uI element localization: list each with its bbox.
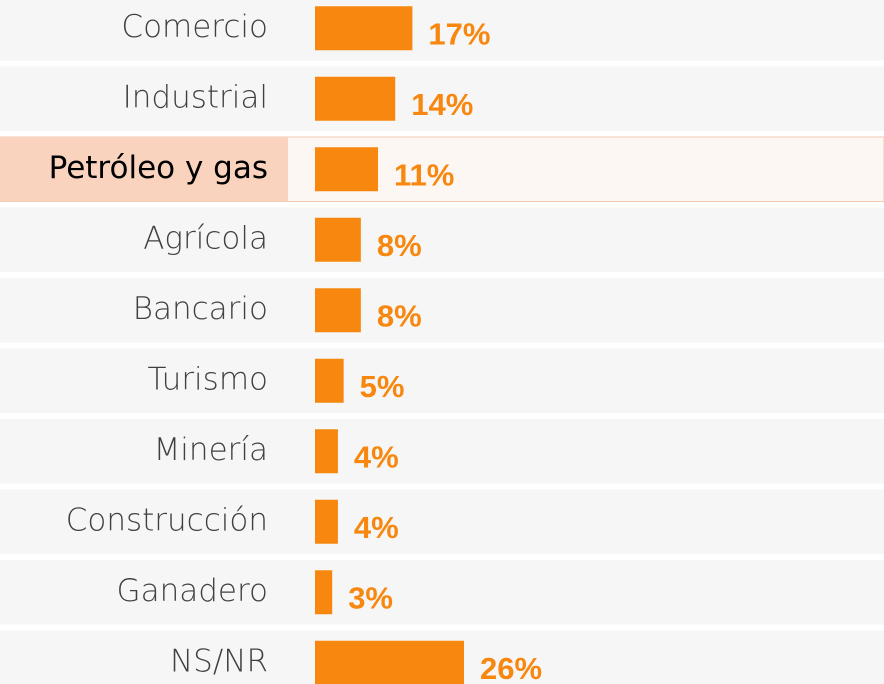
bar <box>315 288 361 333</box>
category-label: NS/NR <box>170 643 268 679</box>
category-label: Bancario <box>133 291 268 327</box>
row-background <box>0 0 884 61</box>
bar <box>315 6 413 51</box>
value-label: 11% <box>394 157 454 192</box>
value-label: 8% <box>377 228 422 263</box>
bar <box>315 76 396 121</box>
category-label: Petróleo y gas <box>49 150 268 186</box>
row-background <box>0 207 884 272</box>
value-label: 17% <box>428 16 490 51</box>
value-label: 8% <box>377 298 422 333</box>
row-background <box>0 489 884 554</box>
bar <box>315 570 333 615</box>
category-label: Agrícola <box>143 220 268 256</box>
row-background <box>0 419 884 484</box>
bar <box>315 640 464 684</box>
row-highlight <box>0 137 288 202</box>
category-label: Ganadero <box>117 573 268 609</box>
bar <box>315 358 344 403</box>
row-background <box>0 278 884 343</box>
value-label: 14% <box>411 87 473 122</box>
row-background <box>0 66 884 131</box>
bar <box>315 429 338 474</box>
value-label: 4% <box>354 510 399 545</box>
category-label: Industrial <box>123 79 268 115</box>
bar <box>315 217 361 262</box>
bar <box>315 147 379 192</box>
category-label: Construcción <box>66 502 268 538</box>
row-background <box>0 348 884 413</box>
category-label: Turismo <box>147 361 268 397</box>
value-label: 5% <box>360 369 405 404</box>
category-label: Comercio <box>121 9 268 45</box>
row-background <box>0 560 884 625</box>
value-label: 4% <box>354 439 399 474</box>
bar <box>315 499 338 544</box>
value-label: 3% <box>348 580 393 615</box>
value-label: 26% <box>480 651 542 684</box>
category-label: Minería <box>154 432 268 468</box>
